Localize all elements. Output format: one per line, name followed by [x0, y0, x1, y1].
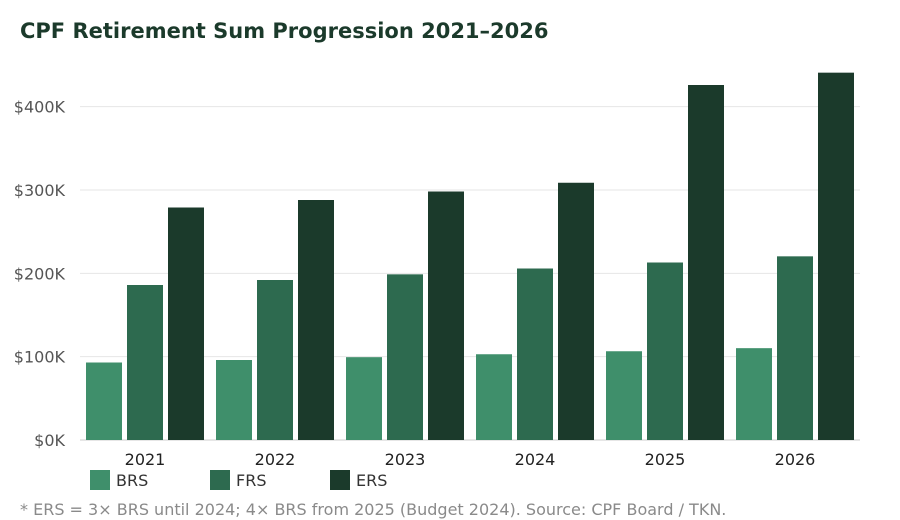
x-tick-label: 2024 — [515, 450, 556, 469]
bar-frs-2023 — [387, 274, 423, 440]
footnote: * ERS = 3× BRS until 2024; 4× BRS from 2… — [20, 500, 727, 519]
legend-swatch-brs — [90, 470, 110, 490]
y-tick-label: $300K — [14, 181, 66, 200]
legend: BRS FRS ERS — [90, 470, 387, 490]
gridlines — [80, 106, 860, 441]
y-tick-label: $400K — [14, 98, 66, 117]
bar-ers-2024 — [558, 182, 594, 440]
bar-ers-2022 — [298, 200, 334, 440]
bar-frs-2025 — [647, 262, 683, 440]
legend-label-brs: BRS — [116, 471, 148, 490]
bar-brs-2023 — [346, 357, 382, 440]
y-tick-label: $100K — [14, 348, 66, 367]
x-tick-label: 2021 — [125, 450, 166, 469]
x-tick-label: 2026 — [775, 450, 816, 469]
bar-ers-2021 — [168, 207, 204, 440]
bar-brs-2024 — [476, 354, 512, 440]
y-axis-ticks: $0K $100K $200K $300K $400K — [14, 98, 66, 450]
y-tick-label: $0K — [34, 431, 65, 450]
bar-brs-2021 — [86, 362, 122, 440]
chart-title: CPF Retirement Sum Progression 2021–2026 — [20, 19, 549, 43]
x-tick-label: 2025 — [645, 450, 686, 469]
legend-swatch-ers — [330, 470, 350, 490]
legend-label-frs: FRS — [236, 471, 266, 490]
bar-frs-2026 — [777, 256, 813, 440]
bar-frs-2021 — [127, 285, 163, 440]
x-axis-ticks: 2021 2022 2023 2024 2025 2026 — [125, 450, 816, 469]
bar-frs-2024 — [517, 268, 553, 440]
bar-brs-2026 — [736, 348, 772, 440]
bar-frs-2022 — [257, 280, 293, 440]
bar-brs-2025 — [606, 351, 642, 440]
bars — [86, 72, 854, 441]
legend-label-ers: ERS — [356, 471, 387, 490]
bar-ers-2026 — [818, 72, 854, 441]
legend-swatch-frs — [210, 470, 230, 490]
bar-ers-2025 — [688, 85, 724, 440]
bar-brs-2022 — [216, 360, 252, 440]
y-tick-label: $200K — [14, 264, 66, 283]
bar-ers-2023 — [428, 191, 464, 440]
x-tick-label: 2023 — [385, 450, 426, 469]
x-tick-label: 2022 — [255, 450, 296, 469]
